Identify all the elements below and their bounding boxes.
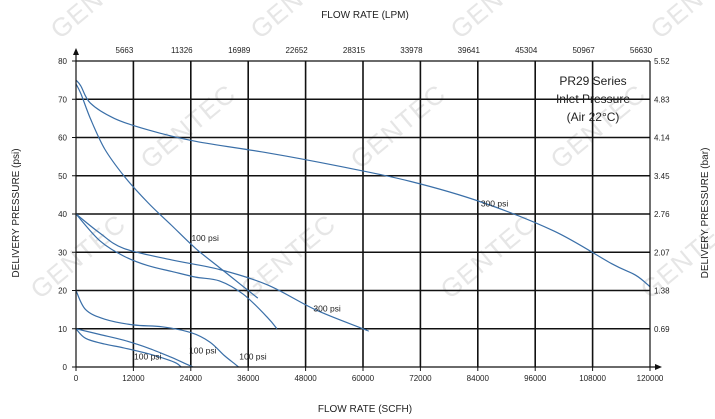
right-tick-label: 2.76 (654, 210, 670, 219)
x-tick-label: 24000 (180, 374, 203, 383)
y-tick-label: 70 (58, 95, 67, 104)
top-tick-label: 11326 (171, 46, 193, 55)
x-tick-label: 84000 (467, 374, 490, 383)
data-label: 300 psi (481, 198, 509, 208)
y-tick-label: 0 (63, 363, 68, 372)
watermark-text: GENTEC (245, 0, 352, 45)
watermark-text: GENTEC (345, 78, 452, 174)
right-tick-label: 1.38 (654, 287, 670, 296)
data-label: 100 psi (191, 233, 219, 243)
x-axis-title: FLOW RATE (SCFH) (318, 404, 412, 415)
y-tick-label: 20 (58, 287, 67, 296)
watermark-text: GENTEC (45, 0, 152, 45)
watermark-text: GENTEC (135, 78, 242, 174)
y-tick-label: 60 (58, 134, 67, 143)
data-labels: 300 psi 100 psi 300 psi 100 psi 100 psi 100 p… (134, 198, 508, 361)
x-tick-label: 96000 (524, 374, 547, 383)
y-tick-label: 40 (58, 210, 67, 219)
top-tick-label: 28315 (343, 46, 366, 55)
top-tick-label: 50967 (572, 46, 595, 55)
x-tick-label: 0 (74, 374, 79, 383)
series-line-5 (75, 290, 239, 368)
grid (76, 61, 650, 367)
y-axis-arrow-icon (73, 48, 79, 55)
top-tick-label: 33978 (400, 46, 423, 55)
right-tick-label: 0.69 (654, 325, 670, 334)
x-tick-label: 108000 (579, 374, 606, 383)
right-tick-label: 4.83 (654, 95, 670, 104)
top-tick-label: 22652 (285, 46, 308, 55)
y-axis-title: DELIVERY PRESSURE (psi) (11, 148, 22, 277)
y-tick-label: 30 (58, 248, 67, 257)
series-line-1 (75, 79, 651, 288)
axes: 0 12000 24000 36000 48000 60000 72000 84000 9600… (58, 46, 670, 383)
data-label: 300 psi (313, 304, 341, 314)
data-label: 100 psi (189, 346, 217, 356)
series-line-7 (75, 328, 194, 368)
top-tick-label: 5663 (116, 46, 134, 55)
right-axis-title: DELIVERY PRESSURE (bar) (700, 148, 711, 279)
x-axis-arrow-icon (655, 364, 662, 370)
series-line-6 (75, 328, 182, 368)
series-line-4 (75, 213, 278, 330)
x-tick-label: 36000 (237, 374, 260, 383)
annotation-line-3: (Air 22°C) (567, 110, 620, 124)
curves (75, 79, 651, 368)
series-line-3 (75, 213, 370, 332)
watermark-text: GENTEC (445, 0, 552, 45)
x-tick-label: 60000 (352, 374, 375, 383)
top-tick-label: 45304 (515, 46, 538, 55)
y-tick-label: 50 (58, 172, 67, 181)
y-tick-label: 80 (58, 57, 67, 66)
top-tick-label: 16989 (228, 46, 251, 55)
watermark-text: GENTEC (645, 0, 715, 45)
y-tick-label: 10 (58, 325, 67, 334)
right-tick-label: 5.52 (654, 57, 670, 66)
top-tick-label: 39641 (458, 46, 481, 55)
x-tick-label: 120000 (637, 374, 664, 383)
x-tick-label: 72000 (409, 374, 432, 383)
right-tick-label: 3.45 (654, 172, 670, 181)
right-tick-label: 4.14 (654, 134, 670, 143)
annotation-line-1: PR29 Series (559, 74, 626, 88)
right-tick-label: 2.07 (654, 248, 670, 257)
top-tick-label: 56630 (630, 46, 653, 55)
x-tick-label: 48000 (294, 374, 317, 383)
data-label: 100 psi (134, 351, 162, 361)
annotation-line-2: Inlet Pressure (556, 92, 630, 106)
data-label: 100 psi (239, 351, 267, 361)
series-line-2 (75, 83, 259, 299)
top-axis-title: FLOW RATE (LPM) (321, 10, 409, 21)
x-tick-label: 12000 (122, 374, 145, 383)
